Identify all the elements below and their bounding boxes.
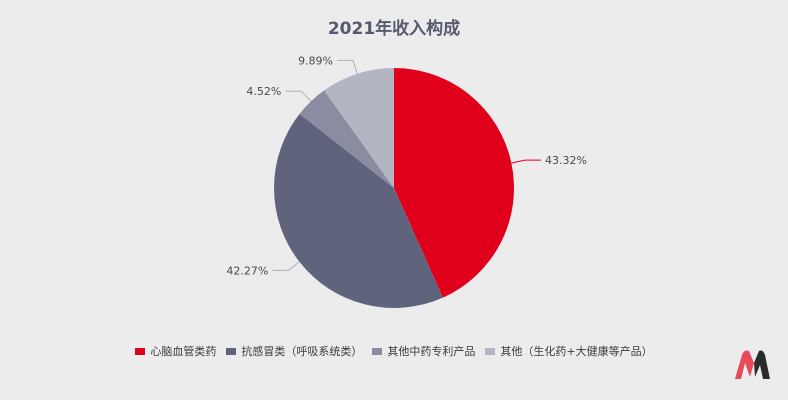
data-label-2: 42.27% xyxy=(226,264,268,277)
legend-label-2: 抗感冒类（呼吸系统类） xyxy=(241,345,363,358)
chart-title: 2021年收入构成 xyxy=(327,19,461,39)
legend-item-1[interactable]: 心脑血管类药 xyxy=(135,343,216,359)
data-label-4: 9.89% xyxy=(298,54,333,67)
legend-label-1: 心脑血管类药 xyxy=(150,345,217,358)
leader-line-2 xyxy=(272,261,300,271)
legend-label-4: 其他（生化药+大健康等产品） xyxy=(500,345,653,358)
data-label-3: 4.52% xyxy=(246,85,281,98)
legend-swatch-4 xyxy=(485,347,496,355)
pie-slice-4[interactable] xyxy=(324,68,394,188)
legend-item-3[interactable]: 其他中药专利产品 xyxy=(372,343,475,359)
pie-slice-1[interactable] xyxy=(394,68,514,298)
leader-line-1 xyxy=(511,159,542,164)
legend-item-4[interactable]: 其他（生化药+大健康等产品） xyxy=(485,343,653,359)
legend-item-2[interactable]: 抗感冒类（呼吸系统类） xyxy=(226,343,362,359)
brand-logo xyxy=(735,350,770,379)
leader-line-4 xyxy=(337,59,358,74)
legend-swatch-1 xyxy=(135,347,146,355)
pie-slice-2[interactable] xyxy=(274,113,443,308)
legend-swatch-3 xyxy=(372,347,383,355)
leader-line-3 xyxy=(285,90,312,102)
chart-legend: 心脑血管类药 抗感冒类（呼吸系统类） 其他中药专利产品 其他（生化药+大健康等产品） xyxy=(0,343,788,359)
legend-swatch-2 xyxy=(226,347,237,355)
pie-slice-3[interactable] xyxy=(299,90,394,188)
data-label-1: 43.32% xyxy=(545,154,587,167)
legend-label-3: 其他中药专利产品 xyxy=(387,345,476,358)
